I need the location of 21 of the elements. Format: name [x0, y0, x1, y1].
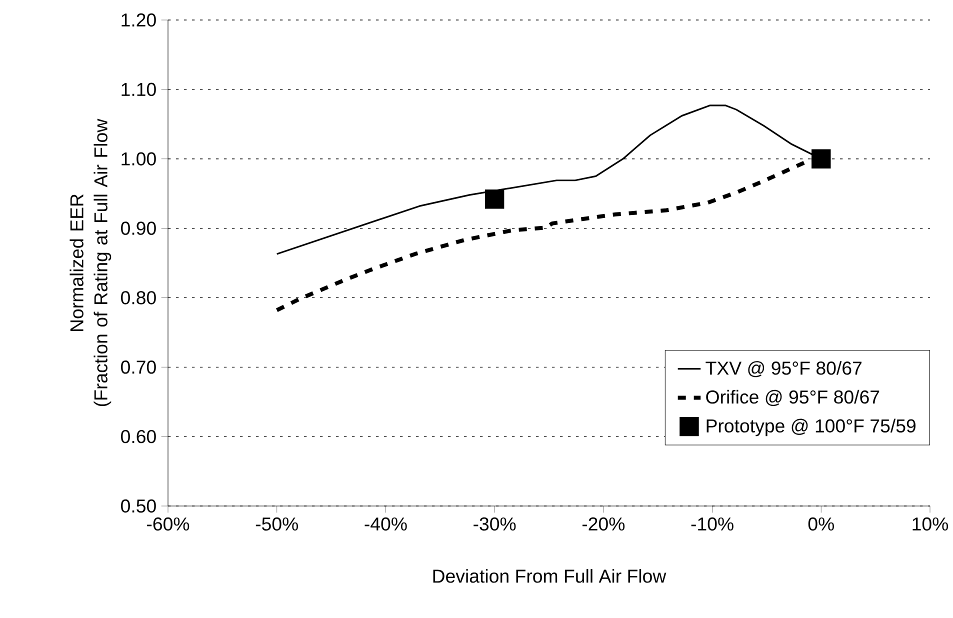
legend-label: TXV @ 95°F 80/67	[706, 361, 862, 378]
legend-label: Prototype @ 100°F 75/59	[706, 418, 916, 436]
y-tick-label: 0.50	[121, 499, 156, 513]
x-tick-label: -40%	[364, 517, 407, 531]
x-axis-title: Deviation From Full Air Flow	[433, 569, 666, 583]
y-tick-label: 0.80	[121, 291, 156, 304]
x-tick-label: 0%	[808, 517, 834, 531]
y-tick-label: 0.90	[121, 222, 156, 235]
x-tick-label: -60%	[147, 517, 190, 531]
x-tick-label: -30%	[474, 517, 516, 531]
y-tick-label: 0.70	[121, 360, 156, 374]
y-axis-title: Normalized EER (Fraction of Rating at Full Air Flow	[70, 118, 112, 406]
y-tick-label: 1.00	[122, 152, 156, 166]
y-tick-label: 1.10	[122, 82, 156, 96]
x-tick-label: 10%	[912, 517, 948, 531]
x-tick-label: -10%	[691, 517, 734, 531]
y-tick-label: 0.60	[121, 430, 156, 444]
legend-label: Orifice @ 95°F 80/67	[706, 390, 880, 406]
x-tick-label: -20%	[582, 517, 625, 531]
y-tick-label: 1.20	[122, 13, 156, 27]
x-tick-label: -50%	[256, 517, 298, 531]
